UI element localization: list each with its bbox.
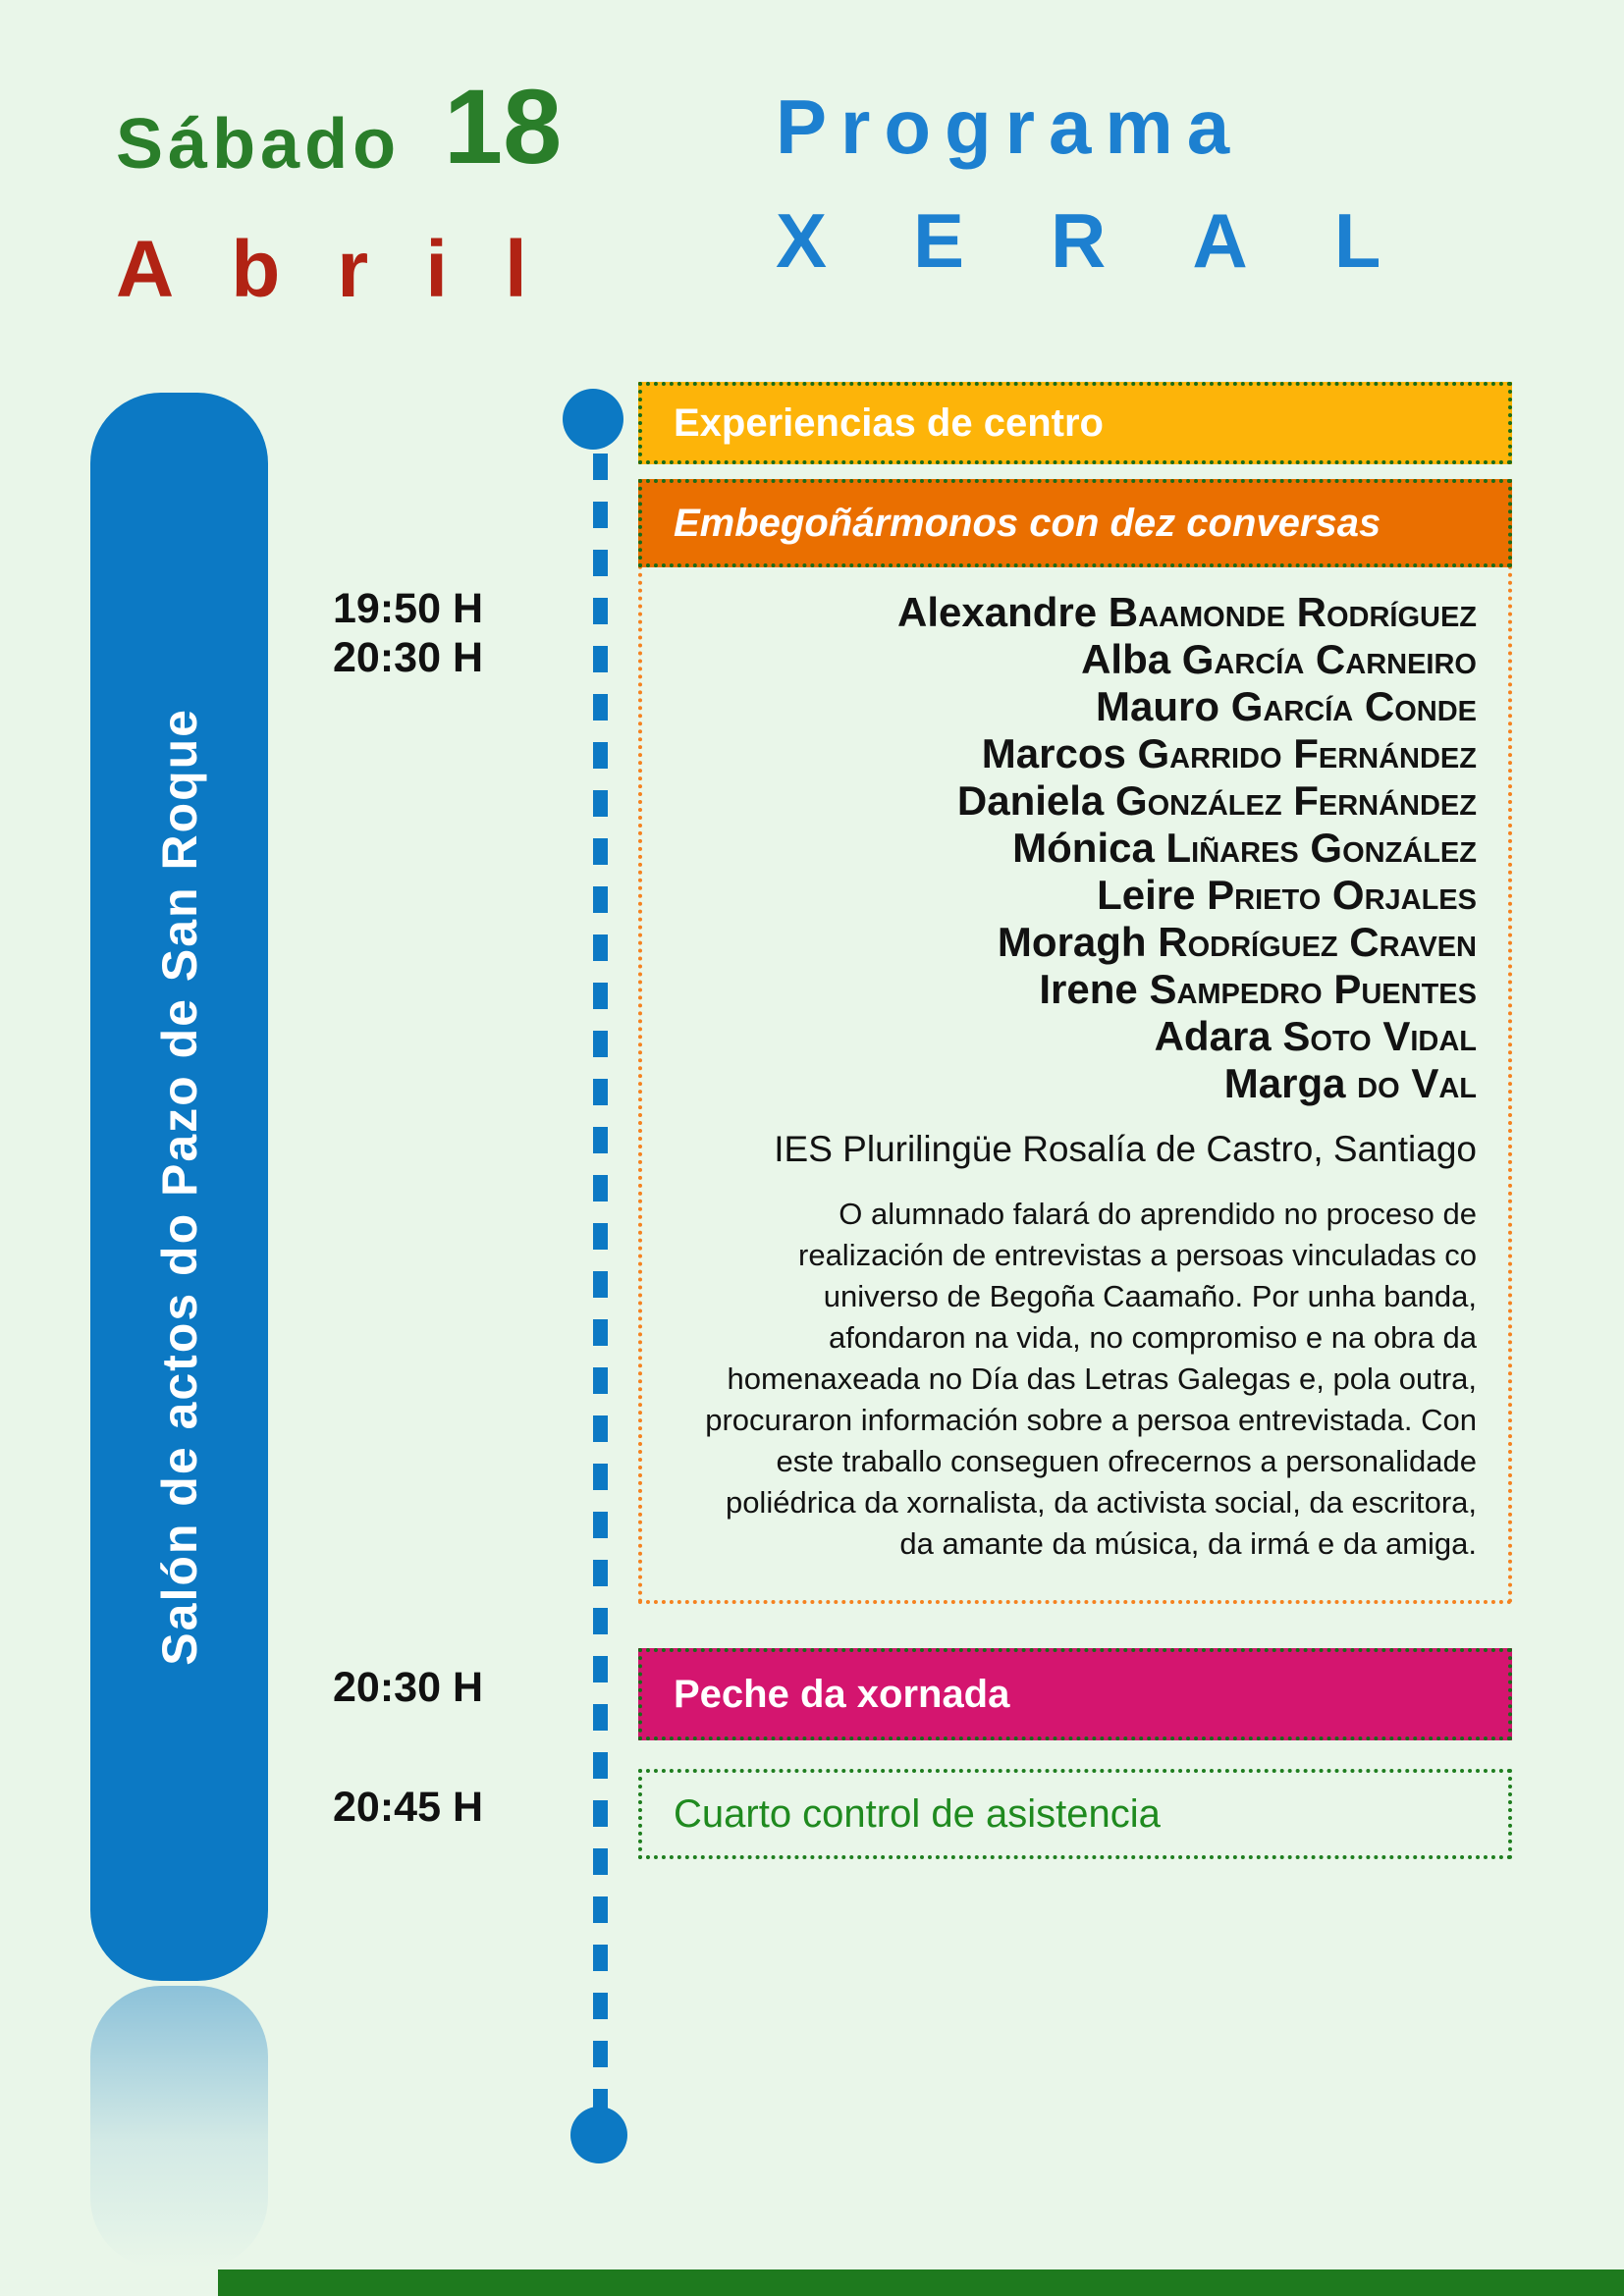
speaker-list: Alexandre Baamonde Rodríguez Alba García… <box>638 589 1512 1107</box>
speaker-given: Alba <box>1081 636 1171 682</box>
date-day-number: 18 <box>444 67 563 186</box>
next-page-edge <box>218 2269 1624 2296</box>
speaker-family: Prieto Orjales <box>1207 872 1477 918</box>
speaker: Moragh Rodríguez Craven <box>638 919 1477 966</box>
time-slot3: 20:45 H <box>333 1784 483 1831</box>
speaker-given: Marcos <box>981 730 1126 776</box>
speaker: Irene Sampedro Puentes <box>638 966 1477 1013</box>
session1-category-label: Experiencias de centro <box>674 400 1104 445</box>
time-slot2: 20:30 H <box>333 1664 483 1711</box>
speaker-family: García Carneiro <box>1181 636 1477 682</box>
speaker: Mauro García Conde <box>638 683 1477 730</box>
speaker-given: Moragh <box>997 919 1147 965</box>
speaker-given: Irene <box>1039 966 1138 1012</box>
speaker: Alba García Carneiro <box>638 636 1477 683</box>
speaker: Alexandre Baamonde Rodríguez <box>638 589 1477 636</box>
time-slot1-end: 20:30 H <box>333 634 483 681</box>
session1-description: O alumnado falará do aprendido no proces… <box>705 1197 1477 1561</box>
speaker-family: Baamonde Rodríguez <box>1108 589 1477 635</box>
speaker-given: Adara <box>1154 1013 1272 1059</box>
speaker-family: Garrido Fernández <box>1137 730 1478 776</box>
venue-label: Salón de actos do Pazo de San Roque <box>151 708 207 1666</box>
venue-sidebar: Salón de actos do Pazo de San Roque <box>90 393 268 1981</box>
session3-title-label: Cuarto control de asistencia <box>674 1791 1161 1836</box>
session1-title-label: Embegoñármonos con dez conversas <box>674 501 1381 545</box>
session2-title-label: Peche da xornada <box>674 1672 1010 1716</box>
date-day-name: Sábado <box>116 105 402 184</box>
speaker-family: González Fernández <box>1114 777 1477 824</box>
speaker: Marcos Garrido Fernández <box>638 730 1477 777</box>
session1-title-banner: Embegoñármonos con dez conversas <box>638 479 1512 567</box>
speaker-family: do Val <box>1357 1060 1477 1106</box>
speaker-given: Leire <box>1097 872 1196 918</box>
timeline-start-dot <box>563 389 623 450</box>
session3-banner: Cuarto control de asistencia <box>638 1769 1512 1859</box>
speaker: Daniela González Fernández <box>638 777 1477 825</box>
speaker: Mónica Liñares González <box>638 825 1477 872</box>
speaker-given: Mauro <box>1096 683 1220 729</box>
speaker-family: Rodríguez Craven <box>1158 919 1477 965</box>
speaker: Leire Prieto Orjales <box>638 872 1477 919</box>
speaker-family: Liñares González <box>1165 825 1478 871</box>
speaker-given: Alexandre <box>897 589 1098 635</box>
session1-institution: IES Plurilingüe Rosalía de Castro, Santi… <box>774 1129 1477 1169</box>
speaker-given: Daniela <box>956 777 1105 824</box>
venue-sidebar-reflection <box>90 1986 268 2269</box>
session2-banner: Peche da xornada <box>638 1648 1512 1740</box>
time-slot1-start: 19:50 H <box>333 585 483 632</box>
speaker-given: Marga <box>1223 1060 1346 1106</box>
timeline-end-dot <box>570 2107 627 2163</box>
speaker-given: Mónica <box>1012 825 1155 871</box>
speaker-family: Sampedro Puentes <box>1149 966 1477 1012</box>
date-month: Abril <box>116 225 584 314</box>
speaker: Marga do Val <box>638 1060 1477 1107</box>
program-title-line1: Programa <box>776 83 1244 170</box>
speaker: Adara Soto Vidal <box>638 1013 1477 1060</box>
session1-category-banner: Experiencias de centro <box>638 382 1512 464</box>
speaker-family: García Conde <box>1230 683 1477 729</box>
timeline-dashed-line <box>593 454 608 2118</box>
speaker-family: Soto Vidal <box>1282 1013 1477 1059</box>
program-title-line2: XERAL <box>776 197 1468 284</box>
